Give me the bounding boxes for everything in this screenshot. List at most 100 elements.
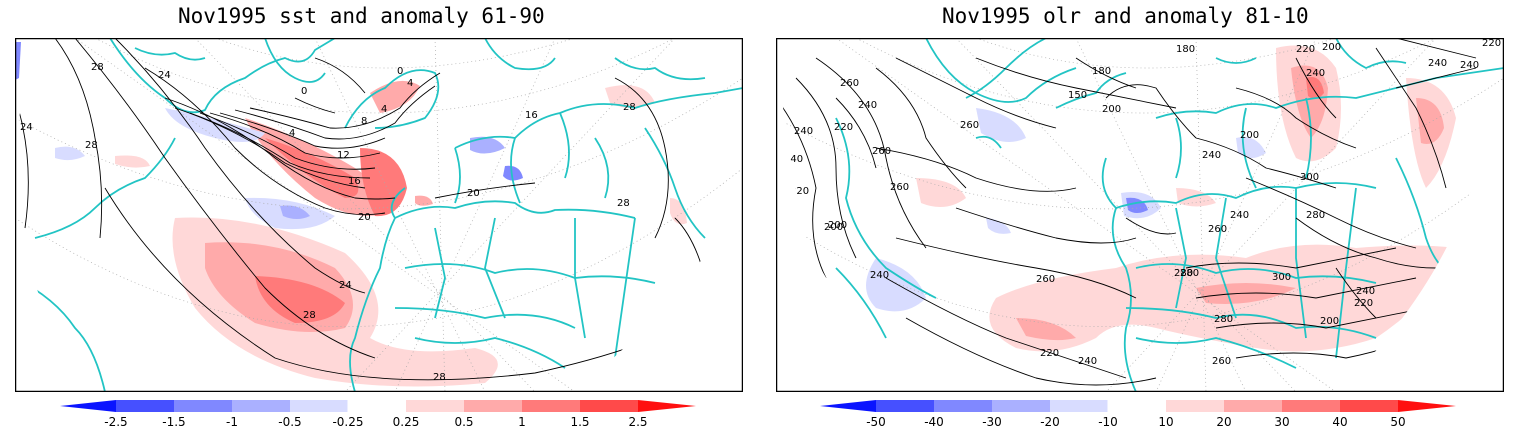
- colorbar-boxes: [60, 399, 696, 413]
- contour-label: 180: [1092, 66, 1111, 77]
- contour-label: 20: [467, 188, 480, 199]
- contour-label: 16: [525, 110, 538, 121]
- contour-label: 200: [828, 220, 847, 231]
- contour-label: 20: [358, 212, 371, 223]
- map-frame: [776, 38, 1504, 392]
- contour-label: 28: [623, 102, 636, 113]
- contour-label: 220: [1040, 348, 1059, 359]
- contour-label: 280: [1180, 268, 1199, 279]
- colorbar-tick-label: -50: [866, 415, 886, 428]
- colorbar-tick-label: -10: [1098, 415, 1118, 428]
- colorbar-tick-label: -2.5: [104, 415, 127, 428]
- contour-label: 280: [1174, 268, 1193, 279]
- colorbar-labels: -2.5 -1.5 -1 -0.5 -0.25 0.25 0.5 1 1.5 2.5: [104, 415, 647, 428]
- contour-label: 28: [617, 198, 630, 209]
- colorbar-swatch: [174, 400, 232, 412]
- contour-label: 200: [1102, 104, 1121, 115]
- colorbar-tick-label: -1: [226, 415, 238, 428]
- sst-anomaly-shading: [55, 80, 687, 387]
- contour-label: 240: [1202, 150, 1221, 161]
- colorbar-tick-label: -0.5: [278, 415, 301, 428]
- contour-label: 16: [348, 176, 361, 187]
- contour-label: 260: [1208, 224, 1227, 235]
- contour-label: 280: [1214, 314, 1233, 325]
- colorbar-tick-label: -1.5: [162, 415, 185, 428]
- colorbar-tick-label: 0.5: [454, 415, 473, 428]
- left-panel-title: Nov1995 sst and anomaly 61-90: [178, 4, 545, 28]
- colorbar-swatch: [290, 400, 348, 412]
- colorbar-tick-label: -30: [982, 415, 1002, 428]
- contour-label: 260: [890, 182, 909, 193]
- colorbar-swatch: [60, 400, 116, 412]
- colorbar-swatch: [1166, 400, 1224, 412]
- colorbar-tick-label: -40: [924, 415, 944, 428]
- colorbar-labels: -50 -40 -30 -20 -10 10 20 30 40 50: [866, 415, 1405, 428]
- contour-label: 240: [784, 154, 803, 165]
- map-mask: [575, 38, 743, 392]
- colorbar-tick-label: 1: [518, 415, 526, 428]
- contour-label: 260: [1036, 274, 1055, 285]
- contour-label: 240: [1356, 286, 1375, 297]
- colorbar-swatch: [116, 400, 174, 412]
- contour-label: 280: [1306, 210, 1325, 221]
- contour-label: 200: [1240, 130, 1259, 141]
- contour-label: 240: [1306, 68, 1325, 79]
- contour-label: 300: [1272, 272, 1291, 283]
- contour-label: 200: [824, 222, 843, 233]
- contour-label: 8: [361, 116, 367, 127]
- contour-label: 28: [433, 372, 446, 383]
- contour-label: 300: [1300, 172, 1319, 183]
- contour-label: 240: [1230, 210, 1249, 221]
- contour-label: 220: [1482, 38, 1501, 49]
- contour-label: 28: [303, 310, 316, 321]
- colorbar-tick-label: 20: [1216, 415, 1231, 428]
- contour-label: 4: [381, 104, 387, 115]
- olr-anomaly-map: 180 220 200 240 260 240 150 180 200 260 …: [776, 38, 1504, 392]
- contour-label: 0: [301, 86, 307, 97]
- colorbar-swatch: [580, 400, 638, 412]
- contour-label: 240: [794, 126, 813, 137]
- colorbar-swatch: [1224, 400, 1282, 412]
- colorbar-swatch: [1107, 399, 1167, 413]
- colorbar-swatch: [876, 400, 934, 412]
- colorbar-swatch: [347, 399, 407, 413]
- contour-label: 0: [397, 66, 403, 77]
- contour-label: 150: [1068, 90, 1087, 101]
- contour-label: 240: [1460, 60, 1479, 71]
- colorbar-swatch: [1050, 400, 1108, 412]
- map-frame: [15, 38, 743, 392]
- contour-label: 220: [1354, 298, 1373, 309]
- contour-label: 240: [870, 270, 889, 281]
- olr-contour-labels: 180 220 200 240 260 240 150 180 200 260 …: [784, 38, 1501, 367]
- contour-label: 200: [1320, 316, 1339, 327]
- contour-label: 12: [337, 150, 350, 161]
- contour-label: 220: [834, 122, 853, 133]
- olr-contours: [776, 38, 1477, 386]
- contour-label: 220: [1296, 44, 1315, 55]
- colorbar-swatch: [1398, 400, 1456, 412]
- sst-contour-labels: 28 24 24 28 0 0 4 4 8 4 12 16 20 28 24 2…: [20, 62, 636, 383]
- contour-label: 24: [158, 70, 171, 81]
- graticule: [776, 38, 1504, 392]
- colorbar-tick-label: 1.5: [570, 415, 589, 428]
- contour-label: 24: [20, 122, 33, 133]
- colorbar-boxes: [820, 399, 1456, 413]
- contour-label: 260: [960, 120, 979, 131]
- contour-label: 260: [1212, 356, 1231, 367]
- colorbar-swatch: [1340, 400, 1398, 412]
- colorbar-swatch: [934, 400, 992, 412]
- contour-label: 240: [1428, 58, 1447, 69]
- map-mask: [1336, 38, 1504, 392]
- colorbar-swatch: [232, 400, 290, 412]
- colorbar-swatch: [522, 400, 580, 412]
- contour-label: 200: [1322, 42, 1341, 53]
- colorbar-tick-label: 50: [1390, 415, 1405, 428]
- contour-label: 240: [858, 100, 877, 111]
- contour-label: 4: [407, 78, 413, 89]
- sst-contours: [15, 38, 706, 381]
- colorbar-tick-label: 40: [1332, 415, 1347, 428]
- olr-colorbar: -50 -40 -30 -20 -10 10 20 30 40 50: [820, 399, 1456, 428]
- contour-label: 220: [790, 186, 809, 197]
- colorbar-swatch: [1282, 400, 1340, 412]
- colorbar-swatch: [992, 400, 1050, 412]
